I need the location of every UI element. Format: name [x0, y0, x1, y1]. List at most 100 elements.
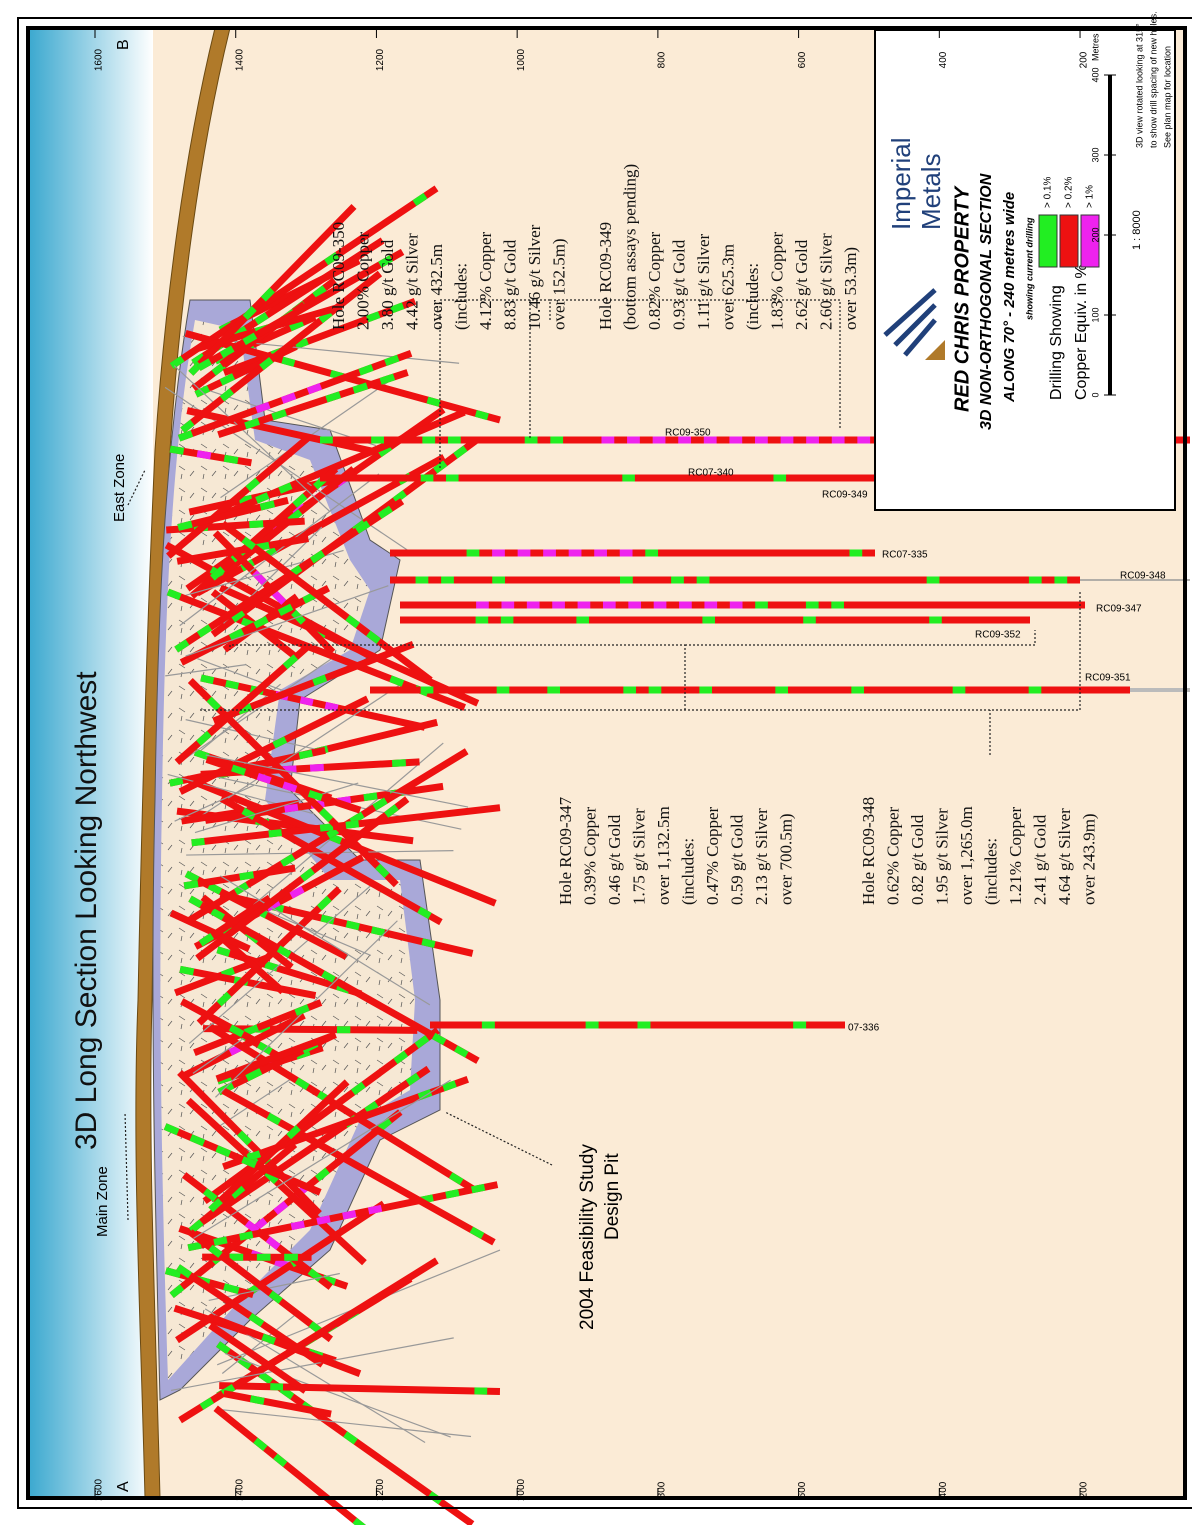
company-name: Imperial	[886, 138, 916, 230]
hole-label: RC07-340	[688, 468, 734, 479]
scale-label: 200	[1090, 227, 1100, 242]
hole-segment	[421, 938, 436, 948]
legend-box	[874, 29, 1176, 511]
hole-segment	[241, 1156, 257, 1169]
annotation-line: 3.80 g/t Gold	[378, 239, 397, 330]
scale-label: 100	[1090, 307, 1100, 322]
annotation-line: 2.60 g/t Silver	[816, 233, 835, 330]
hole-segment	[216, 991, 232, 1007]
hole-segment	[384, 354, 400, 367]
hole-segment	[318, 309, 333, 324]
hole-segment	[215, 1145, 232, 1158]
drill-hole	[194, 782, 359, 834]
hole-segment	[469, 1226, 485, 1240]
drill-hole	[223, 1390, 332, 1418]
hole-segment	[273, 1200, 289, 1215]
hole-segment	[239, 1231, 254, 1241]
hole-segment	[245, 477, 260, 492]
hole-segment	[294, 1077, 310, 1091]
drill-hole	[218, 1076, 295, 1127]
legend-swatch	[1080, 214, 1100, 268]
hole-segment	[431, 1032, 447, 1046]
hole-segment	[367, 1204, 383, 1215]
hole-segment	[179, 965, 195, 976]
hole-segment	[249, 520, 264, 529]
hole-segment	[314, 1167, 330, 1182]
hole-segment	[259, 356, 274, 371]
annotation-line: (includes:	[678, 838, 697, 905]
annotation-line: (bottom assays pending)	[620, 164, 639, 330]
drill-hole	[173, 365, 330, 512]
annotation-line: Hole RC09-349	[596, 222, 615, 330]
hole-segment	[358, 364, 374, 376]
hole-segment	[271, 590, 287, 605]
hole-segment	[366, 311, 381, 323]
legend-label: > 0.2%	[1064, 176, 1075, 208]
drill-hole	[186, 850, 454, 856]
hole-segment	[243, 1024, 259, 1036]
hole-segment	[187, 1241, 202, 1252]
hole-segment	[309, 763, 324, 772]
scale-unit: Metres	[1090, 33, 1100, 61]
drill-hole	[215, 1031, 337, 1083]
annotation-line: 0.82% Copper	[645, 231, 664, 330]
hole-segment	[290, 1220, 305, 1231]
drill-hole	[208, 408, 466, 524]
scale-label: 400	[1090, 67, 1100, 82]
hole-segment	[260, 287, 275, 302]
hole-segment	[242, 305, 257, 321]
drill-hole	[195, 796, 410, 962]
hole-segment	[282, 781, 298, 793]
hole-segment	[207, 882, 223, 895]
elevation-label: 400	[938, 51, 949, 68]
annotation-line: (includes:	[743, 263, 762, 330]
hole-segment	[363, 792, 378, 802]
hole-segment	[284, 803, 299, 813]
hole-segment	[225, 679, 240, 690]
hole-segment	[375, 863, 390, 878]
drill-hole	[185, 654, 338, 759]
drill-hole	[166, 435, 310, 559]
drill-hole	[169, 185, 439, 369]
annotation-line: over 1,265.0m	[957, 806, 976, 905]
drill-hole	[188, 883, 374, 1044]
hole-segment	[445, 1189, 460, 1199]
hole-segment	[255, 492, 270, 504]
zone-arrow	[127, 469, 146, 506]
drill-hole	[218, 934, 286, 995]
hole-segment	[377, 505, 393, 519]
hole-segment	[244, 418, 260, 430]
drill-hole	[208, 1079, 350, 1213]
drill-hole	[176, 535, 309, 565]
annotation-line: 2.41 g/t Gold	[1030, 814, 1049, 905]
annotation-line: (includes:	[981, 838, 1000, 905]
legend-label: > 1%	[1085, 185, 1096, 208]
hole-segment	[188, 895, 203, 908]
hole-segment	[316, 895, 332, 911]
hole-segment	[241, 536, 256, 550]
legend-note: to show drill spacing of new holes.	[1148, 11, 1158, 148]
annotation-line: over 152.5m)	[549, 238, 568, 330]
elevation-label: 1400	[234, 1478, 245, 1501]
hole-segment	[307, 789, 323, 801]
hole-segment	[389, 302, 405, 314]
company-name: Metals	[916, 153, 946, 230]
hole-segment	[210, 566, 225, 581]
hole-segment	[228, 1024, 245, 1038]
drill-hole	[169, 909, 251, 953]
elevation-label: 1000	[516, 1478, 527, 1501]
hole-segment	[426, 396, 441, 407]
elevation-label: 600	[797, 1481, 808, 1498]
hole-segment	[241, 807, 256, 820]
hole-segment	[198, 933, 215, 947]
hole-segment	[300, 867, 315, 882]
hole-segment	[219, 345, 235, 359]
leader	[200, 590, 1081, 755]
hole-segment	[379, 373, 396, 385]
hole-segment	[251, 570, 267, 586]
hole-segment	[253, 615, 269, 629]
hole-segment	[384, 804, 399, 818]
hole-segment	[412, 192, 428, 207]
hole-label: RC09-351	[1085, 673, 1131, 684]
